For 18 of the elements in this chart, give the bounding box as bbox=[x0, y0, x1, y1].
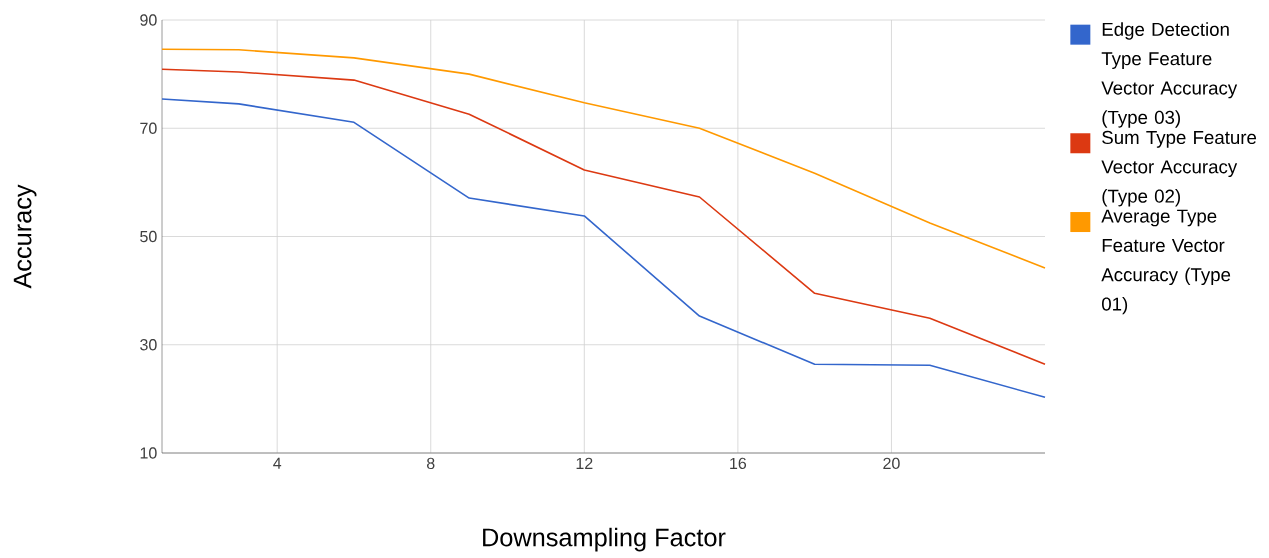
line-series bbox=[161, 98, 1046, 399]
y-tick-label: 50 bbox=[140, 230, 157, 243]
x-tick-label: 12 bbox=[576, 457, 593, 469]
y-axis-title: Accuracy bbox=[13, 184, 37, 289]
x-tick-label: 16 bbox=[730, 457, 747, 470]
x-axis-title: Downsampling Factor bbox=[483, 527, 726, 552]
y-tick-label: 30 bbox=[140, 339, 157, 351]
x-tick-label: 8 bbox=[426, 457, 435, 470]
x-tick-label: 4 bbox=[273, 457, 282, 469]
legend-label: Sum Type Feature Vector Accuracy (Type 02) bbox=[1101, 130, 1257, 207]
y-tick-label: 70 bbox=[140, 122, 157, 134]
line-series bbox=[161, 48, 1046, 269]
line-series bbox=[161, 68, 1046, 366]
legend-label: Edge Detection Type Feature Vector Accuracy (Type 03) bbox=[1101, 22, 1238, 128]
x-tick-label: 20 bbox=[883, 457, 900, 470]
y-tick-label: 10 bbox=[140, 447, 157, 459]
y-tick-label: 90 bbox=[140, 14, 157, 26]
legend-label: Average Type Feature Vector Accuracy (Type 01) bbox=[1101, 209, 1231, 315]
